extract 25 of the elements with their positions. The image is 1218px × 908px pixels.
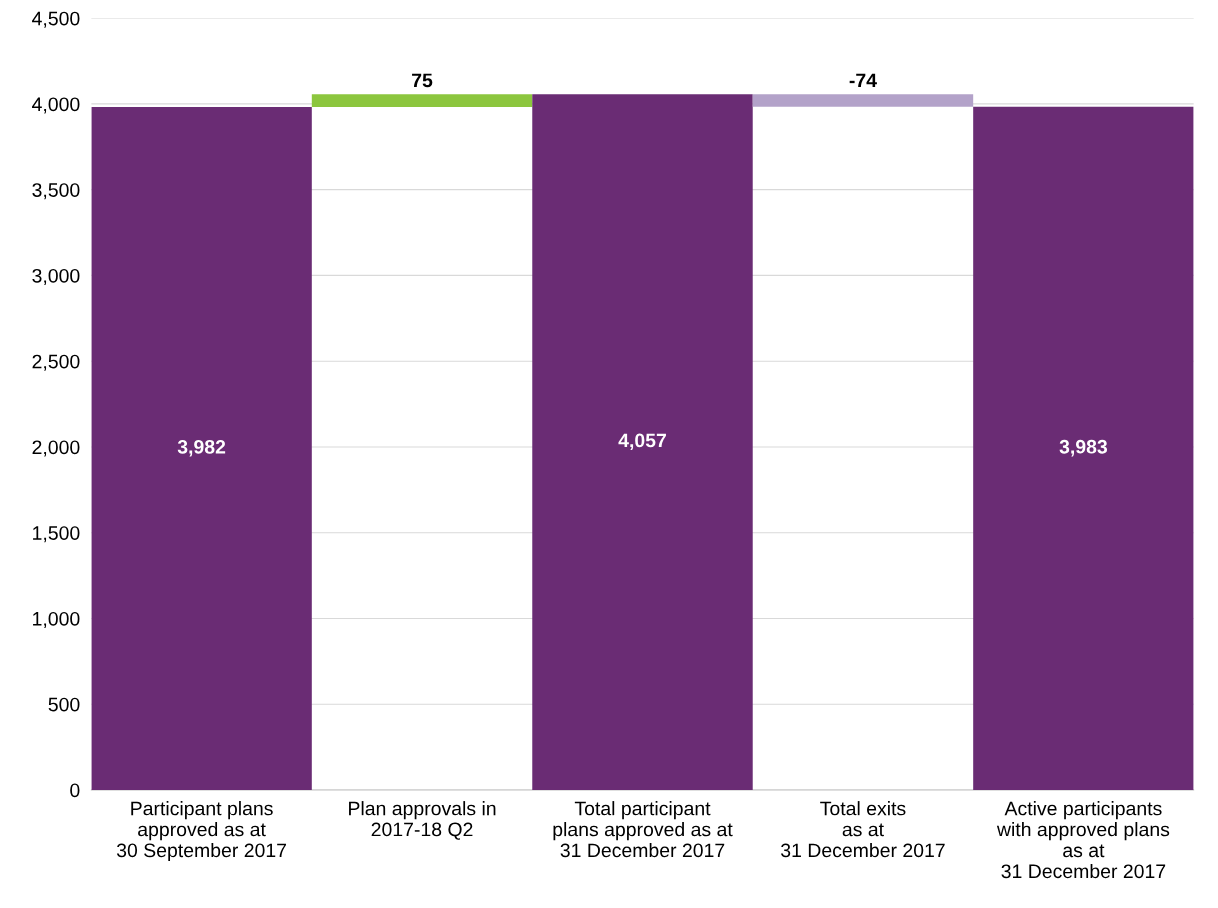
y-tick-label: 0 [70, 783, 80, 798]
x-tick-label: Plan approvals in 2017-18 Q2 [349, 801, 496, 840]
data-label: 75 [412, 73, 433, 88]
x-tick-label: Participant plans approved as at 30 September 2017 [116, 801, 287, 862]
y-tick-label: 4,000 [32, 97, 80, 114]
y-tick-label: 3,000 [32, 268, 80, 285]
bar [311, 94, 533, 107]
data-label: 3,983 [1059, 439, 1108, 457]
bar [973, 106, 1194, 790]
y-tick-label: 500 [48, 697, 80, 712]
data-label: -74 [849, 73, 877, 88]
bar [91, 107, 312, 790]
y-tick-label: 1,000 [33, 611, 80, 628]
x-tick-label: Total participant plans approved as at 31 December 2017 [553, 801, 733, 858]
y-tick-label: 2,000 [32, 440, 80, 457]
bar [752, 94, 974, 107]
y-tick-label: 4,500 [32, 11, 80, 28]
x-tick-label: Active participants with approved plans as at 31 December 2017 [996, 801, 1170, 879]
y-tick-label: 3,500 [32, 183, 80, 200]
bar [532, 94, 753, 790]
y-tick-label: 2,500 [32, 354, 80, 371]
data-label: 4,057 [618, 433, 666, 451]
data-label: 3,982 [177, 439, 226, 457]
y-tick-label: 1,500 [33, 526, 80, 543]
x-tick-label: Total exits as at 31 December 2017 [781, 801, 945, 858]
